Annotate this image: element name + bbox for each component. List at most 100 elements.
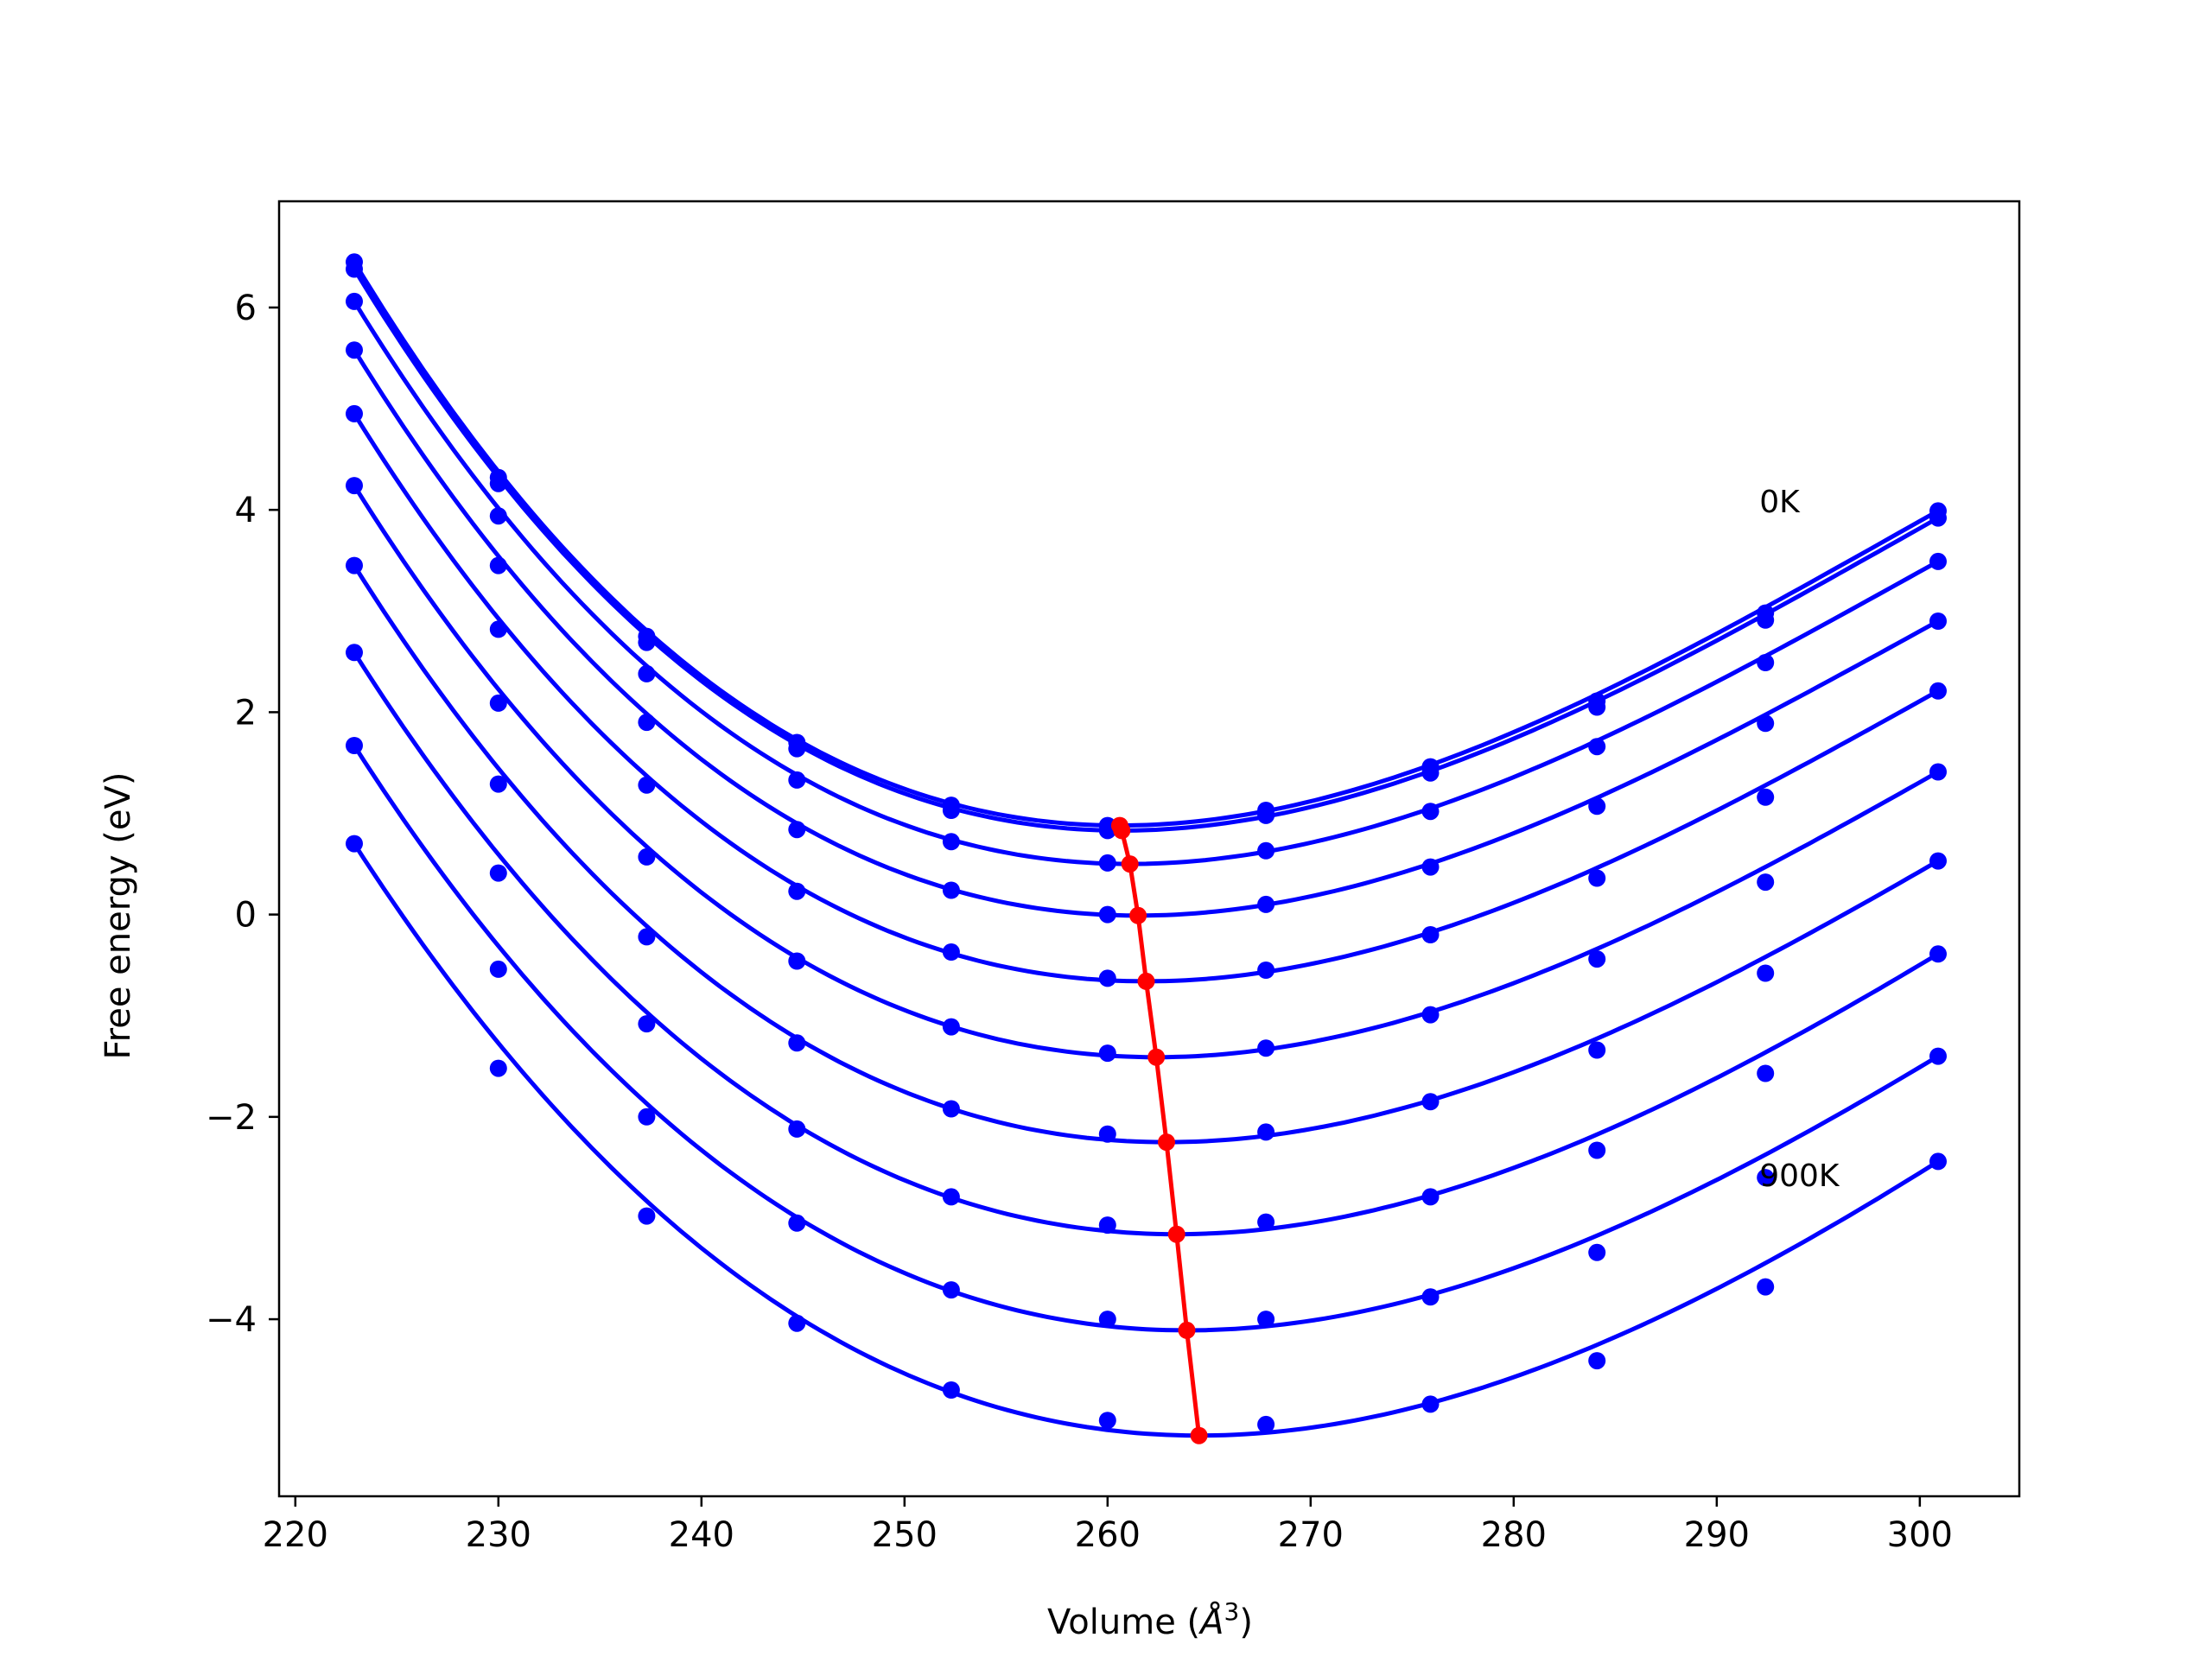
isotherm-point-1-6 xyxy=(1257,806,1275,824)
isotherm-point-7-1 xyxy=(489,864,507,882)
isotherm-point-6-1 xyxy=(489,775,507,793)
x-axis-label: Volume (Å3) xyxy=(1047,1597,1253,1642)
isotherm-point-4-9 xyxy=(1757,788,1775,806)
isotherm-point-6-8 xyxy=(1588,1041,1606,1059)
y-axis-label: Free energy (eV) xyxy=(99,772,138,1060)
isotherm-curve-6 xyxy=(352,564,1940,1145)
isotherm-point-2-0 xyxy=(346,292,363,310)
isotherm-point-9-4 xyxy=(942,1381,960,1399)
isotherm-point-3-8 xyxy=(1588,797,1606,816)
isotherm-point-7-2 xyxy=(638,1015,656,1033)
isotherm-point-9-0 xyxy=(346,835,363,853)
y-tick-label-1: −2 xyxy=(206,1098,257,1138)
isotherm-point-6-3 xyxy=(788,1034,806,1052)
isotherm-point-4-1 xyxy=(489,620,507,638)
isotherm-point-2-9 xyxy=(1757,654,1775,671)
isotherm-point-7-5 xyxy=(1098,1216,1116,1235)
isotherm-point-3-7 xyxy=(1421,858,1440,876)
isotherm-point-1-0 xyxy=(346,260,363,278)
isotherm-curve-2 xyxy=(352,300,1940,866)
isotherm-point-8-1 xyxy=(489,960,507,978)
x-axis-label-unit: Å xyxy=(1198,1601,1224,1642)
isotherm-point-3-4 xyxy=(942,881,960,899)
isotherm-point-4-6 xyxy=(1257,962,1275,979)
isotherm-point-6-9 xyxy=(1757,964,1775,982)
isotherm-point-5-8 xyxy=(1588,950,1606,968)
isotherm-point-4-2 xyxy=(638,776,656,794)
isotherm-point-2-5 xyxy=(1098,854,1116,872)
isotherm-point-5-0 xyxy=(346,477,363,495)
isotherm-point-2-7 xyxy=(1421,803,1440,821)
isotherm-point-9-3 xyxy=(788,1314,806,1332)
isotherm-point-2-8 xyxy=(1588,738,1606,756)
isotherm-point-8-8 xyxy=(1588,1243,1606,1261)
isotherm-point-9-5 xyxy=(1098,1412,1116,1430)
isotherm-point-5-4 xyxy=(942,1018,960,1036)
isotherm-point-4-0 xyxy=(346,404,363,422)
y-tick-label-2: 0 xyxy=(235,896,257,936)
isotherm-point-4-5 xyxy=(1098,969,1116,987)
isotherm-point-6-2 xyxy=(638,928,656,946)
isotherm-point-8-9 xyxy=(1757,1169,1775,1187)
isotherm-point-7-4 xyxy=(942,1188,960,1206)
isotherm-curve-9 xyxy=(352,842,1940,1438)
isotherm-point-6-5 xyxy=(1098,1125,1116,1143)
isotherm-point-7-3 xyxy=(788,1120,806,1138)
minimum-point-9 xyxy=(1190,1426,1208,1444)
y-tick-label-4: 4 xyxy=(235,491,257,530)
isotherm-point-5-1 xyxy=(489,694,507,712)
isotherm-point-8-2 xyxy=(638,1108,656,1126)
isotherm-point-9-9 xyxy=(1757,1278,1775,1296)
isotherm-point-9-6 xyxy=(1257,1415,1275,1433)
y-tick-label-0: −4 xyxy=(206,1300,257,1340)
isotherm-point-4-10 xyxy=(1929,682,1947,700)
isotherm-point-7-6 xyxy=(1257,1213,1275,1231)
isotherm-point-5-5 xyxy=(1098,1044,1116,1063)
isotherm-point-1-7 xyxy=(1421,764,1440,782)
y-tick-label-3: 2 xyxy=(235,693,257,733)
isotherm-point-7-10 xyxy=(1929,945,1947,963)
minimum-point-8 xyxy=(1178,1321,1196,1339)
x-axis-label-close: ) xyxy=(1239,1603,1253,1642)
isotherm-point-3-1 xyxy=(489,556,507,574)
isotherm-point-3-5 xyxy=(1098,905,1116,924)
isotherm-point-2-1 xyxy=(489,507,507,525)
isotherm-point-1-10 xyxy=(1929,509,1947,527)
plot-frame xyxy=(277,200,2021,1498)
isotherm-point-8-3 xyxy=(788,1214,806,1232)
isotherm-point-7-0 xyxy=(346,644,363,662)
isotherm-point-1-2 xyxy=(638,633,656,651)
isotherm-point-6-6 xyxy=(1257,1123,1275,1141)
minimum-point-7 xyxy=(1167,1225,1185,1243)
x-tick-label-7: 290 xyxy=(1684,1515,1750,1555)
isotherm-point-1-9 xyxy=(1757,611,1775,629)
temperature-annotation-1: 900K xyxy=(1759,1158,1840,1194)
isotherm-point-6-10 xyxy=(1929,852,1947,870)
isotherm-point-8-0 xyxy=(346,737,363,754)
isotherm-point-7-9 xyxy=(1757,1064,1775,1082)
isotherm-curve-1 xyxy=(352,268,1940,833)
x-tick-label-0: 220 xyxy=(263,1515,328,1555)
isotherm-series-group xyxy=(346,253,1947,1438)
isotherm-point-2-4 xyxy=(942,833,960,851)
isotherm-point-1-4 xyxy=(942,802,960,819)
isotherm-point-4-4 xyxy=(942,943,960,961)
isotherm-point-5-3 xyxy=(788,952,806,970)
isotherm-point-3-2 xyxy=(638,714,656,732)
x-tick-label-5: 270 xyxy=(1278,1515,1344,1555)
isotherm-point-8-4 xyxy=(942,1281,960,1299)
x-tick-label-4: 260 xyxy=(1075,1515,1141,1555)
isotherm-point-5-2 xyxy=(638,847,656,866)
isotherm-point-9-8 xyxy=(1588,1352,1606,1370)
isotherm-point-8-6 xyxy=(1257,1311,1275,1329)
x-tick-label-1: 230 xyxy=(466,1515,531,1555)
minimum-point-5 xyxy=(1147,1048,1166,1066)
isotherm-point-5-10 xyxy=(1929,763,1947,781)
isotherm-curve-5 xyxy=(352,484,1940,1060)
isotherm-point-8-10 xyxy=(1929,1047,1947,1065)
x-tick-label-3: 250 xyxy=(872,1515,938,1555)
isotherm-point-7-7 xyxy=(1421,1188,1440,1206)
isotherm-point-7-8 xyxy=(1588,1141,1606,1159)
